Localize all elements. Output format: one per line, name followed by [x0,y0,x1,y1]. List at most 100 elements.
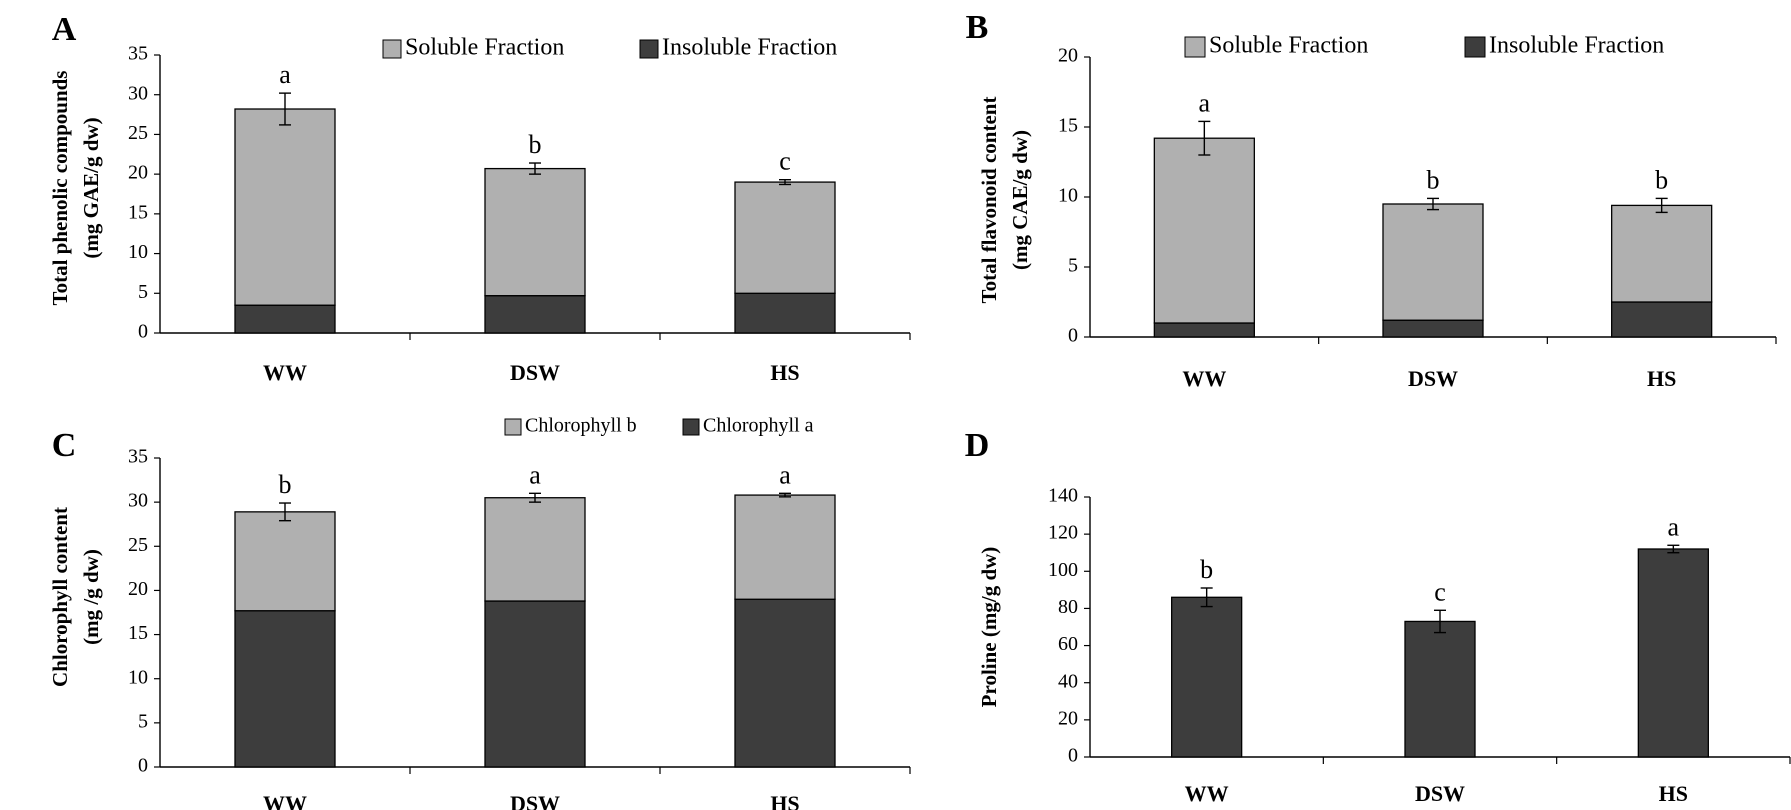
y-tick-label: 25 [128,122,148,144]
x-tick-label: DSW [1415,781,1465,806]
significance-letter: b [529,130,542,159]
bar-segment [734,494,836,600]
y-tick-label: 60 [1058,633,1078,655]
bar-segment [1611,204,1713,303]
y-tick-label: 40 [1058,670,1078,692]
significance-letter: c [779,147,791,176]
significance-letter: b [1200,555,1213,584]
y-tick-label: 120 [1048,522,1078,544]
y-axis-label: (mg CAE/g dw) [1008,130,1032,270]
y-tick-label: 100 [1048,559,1078,581]
y-tick-label: 35 [128,43,148,65]
legend-label: Soluble Fraction [1209,33,1368,59]
bar-segment [1382,203,1484,321]
bar-segment [1153,322,1255,338]
legend-swatch [639,39,659,59]
legend-swatch [504,418,522,436]
bar-segment [234,511,336,612]
bar-segment [1611,301,1713,338]
y-tick-label: 0 [138,321,148,343]
panel-d: D 0 20 40 60 80 100 120 140 Proline (mg/g dw) b WW c… [965,427,1791,806]
y-axis-label: Proline (mg/g dw) [977,547,1001,708]
x-tick-label: DSW [510,791,560,810]
y-tick-label: 140 [1048,485,1078,507]
bar-segment [734,181,836,294]
legend-label: Insoluble Fraction [1489,33,1664,59]
x-tick-label: WW [1182,366,1226,391]
y-tick-label: 25 [128,534,148,556]
y-tick-label: 35 [128,446,148,468]
y-tick-label: 10 [1058,185,1078,207]
significance-letter: b [279,470,292,499]
legend-label: Soluble Fraction [405,35,564,61]
y-tick-label: 20 [1058,707,1078,729]
y-tick-label: 15 [128,201,148,223]
y-tick-label: 30 [128,490,148,512]
bar-segment [234,610,336,768]
legend-swatch [682,418,700,436]
x-tick-label: HS [770,791,799,810]
y-tick-label: 15 [1058,115,1078,137]
bar-segment [734,598,836,768]
y-tick-label: 20 [128,578,148,600]
x-tick-label: WW [1185,781,1229,806]
bar-segment [484,295,586,334]
y-axis-label: Total flavonoid content [977,97,1001,304]
bar-segment [234,304,336,334]
panel-c: C 0 5 10 15 20 25 30 35 Chlorophyll content (mg /g… [48,415,911,810]
y-tick-label: 30 [128,82,148,104]
bar-segment [484,600,586,768]
legend-swatch [382,39,402,59]
y-tick-label: 20 [1058,45,1078,67]
bar-segment [1153,137,1255,324]
y-tick-label: 15 [128,622,148,644]
x-tick-label: DSW [510,360,560,385]
significance-letter: a [1668,512,1680,541]
bar-segment [484,497,586,602]
legend-label: Insoluble Fraction [662,35,837,61]
x-tick-label: DSW [1408,366,1458,391]
y-axis-label: Chlorophyll content [48,507,72,687]
bar-segment [1637,548,1709,758]
bar-segment [234,108,336,306]
significance-letter: a [779,460,791,489]
significance-letter: b [1427,165,1440,194]
y-tick-label: 20 [128,162,148,184]
bar-segment [1171,596,1243,758]
significance-letter: a [279,60,291,89]
legend-swatch [1464,36,1486,58]
panel-letter: D [965,427,990,464]
legend-label: Chlorophyll a [703,415,814,437]
y-tick-label: 0 [1068,325,1078,347]
x-tick-label: WW [263,360,307,385]
panel-a: A 0 5 10 15 20 25 30 35 Total phenolic compounds (… [48,11,911,385]
significance-letter: b [1655,165,1668,194]
y-tick-label: 80 [1058,596,1078,618]
y-tick-label: 10 [128,666,148,688]
y-axis-label: (mg /g dw) [79,549,103,645]
panel-letter: B [966,9,989,46]
y-axis-label: (mg GAE/g dw) [79,117,103,258]
x-tick-label: WW [263,791,307,810]
bar-segment [484,167,586,297]
x-tick-label: HS [1659,781,1688,806]
y-axis-label: Total phenolic compounds [48,71,72,306]
y-tick-label: 5 [138,710,148,732]
bar-segment [734,292,836,334]
legend-swatch [1184,36,1206,58]
y-tick-label: 0 [1068,745,1078,767]
y-tick-label: 0 [138,755,148,777]
y-tick-label: 5 [1068,255,1078,277]
y-tick-label: 10 [128,241,148,263]
legend-label: Chlorophyll b [525,415,637,437]
panel-letter: C [52,427,77,464]
significance-letter: c [1434,577,1446,606]
significance-letter: a [1199,88,1211,117]
bar-segment [1382,319,1484,338]
panel-letter: A [52,11,77,48]
panel-b: B 0 5 10 15 20 Total flavonoid content (mg CAE/… [966,9,1777,391]
significance-letter: a [529,460,541,489]
bar-segment [1404,620,1476,758]
x-tick-label: HS [770,360,799,385]
